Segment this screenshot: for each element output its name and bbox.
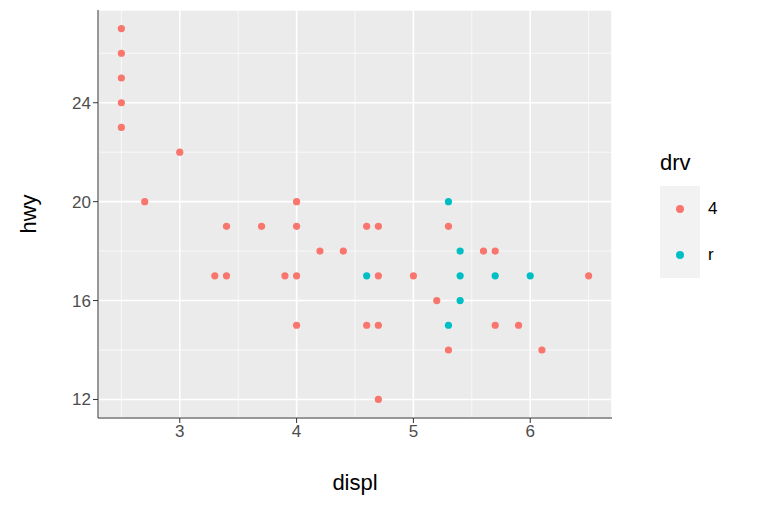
html-text:r: r [708,245,714,264]
svg-text:3: 3 [175,422,184,441]
svg-text:24: 24 [72,94,91,113]
svg-text:displ: displ [332,470,377,495]
svg-text:5: 5 [409,422,418,441]
svg-text:16: 16 [72,292,91,311]
svg-text:20: 20 [72,193,91,212]
svg-text:6: 6 [525,422,534,441]
svg-text:4: 4 [292,422,301,441]
svg-text:12: 12 [72,390,91,409]
html-text:4: 4 [708,199,718,218]
html-text:drv: drv [660,150,691,175]
svg-text:hwy: hwy [16,194,41,233]
